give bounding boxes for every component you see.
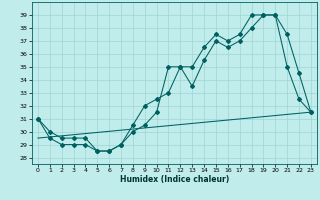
X-axis label: Humidex (Indice chaleur): Humidex (Indice chaleur): [120, 175, 229, 184]
